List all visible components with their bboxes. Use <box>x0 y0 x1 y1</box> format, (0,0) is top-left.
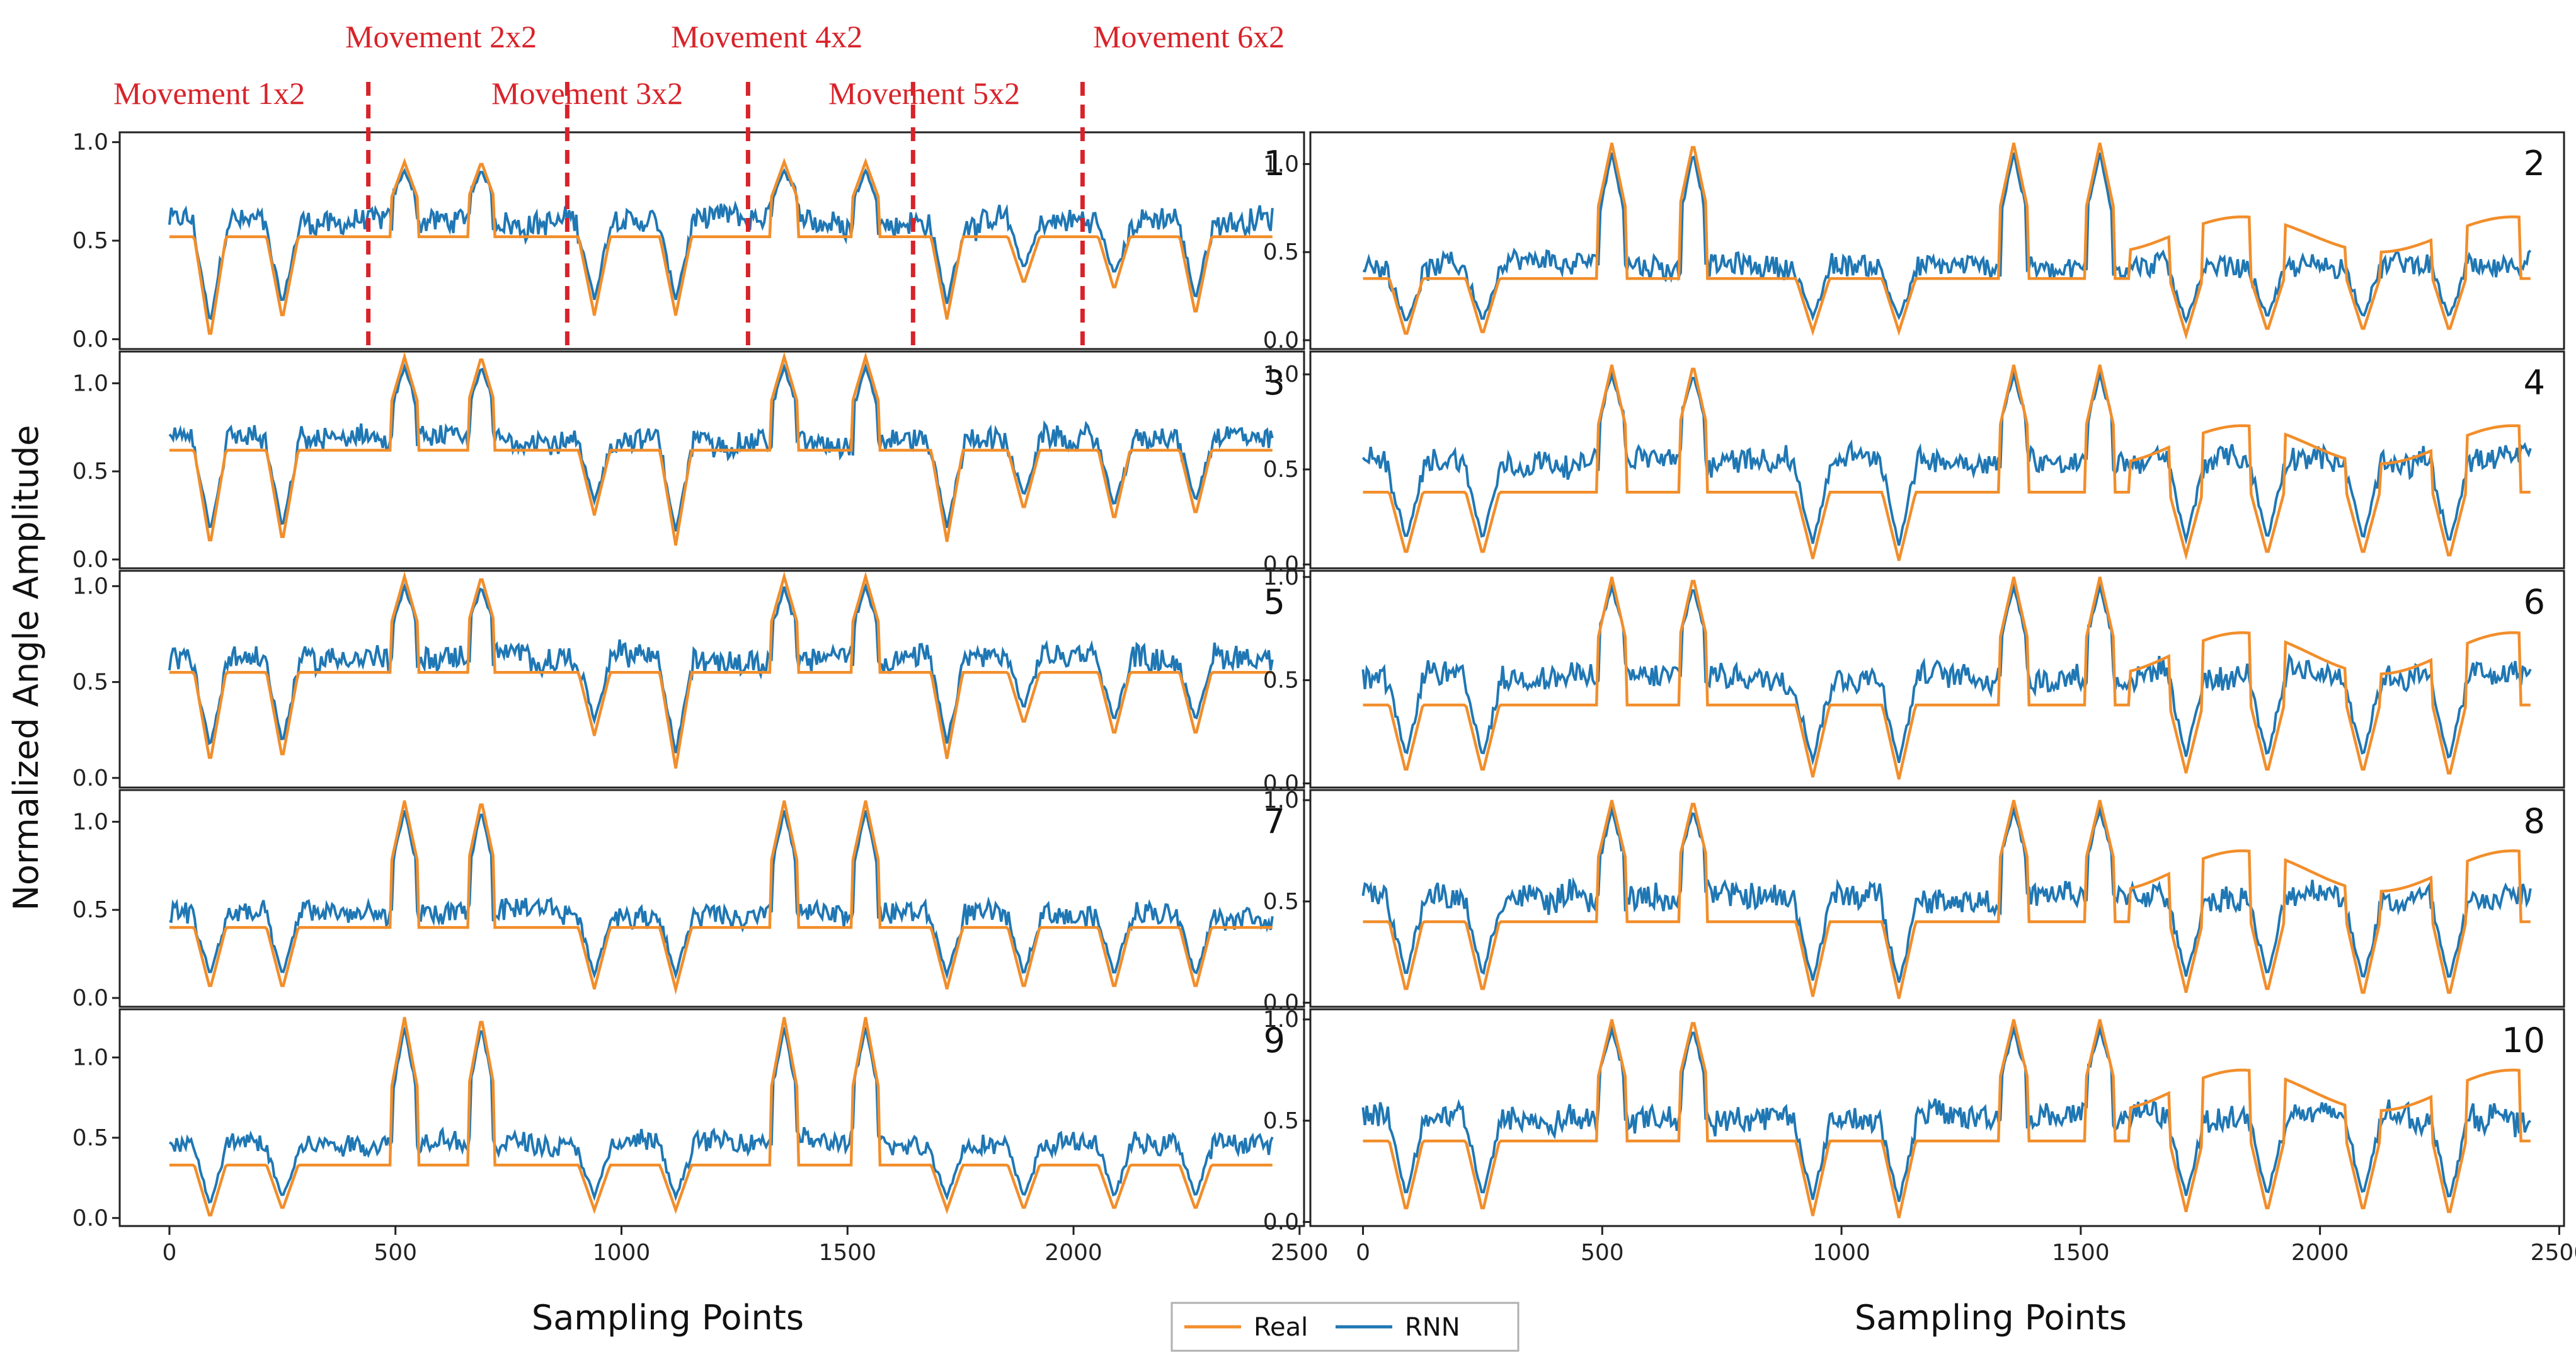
y-tick-label-3-0.5: 0.5 <box>72 459 108 484</box>
movement-label-5: Movement 5x2 <box>828 76 1020 111</box>
series-real-10 <box>1363 1019 2531 1218</box>
x-tick-label-9-1500: 1500 <box>818 1240 876 1266</box>
panel-frame-9 <box>118 1008 1305 1227</box>
y-tick-label-4-0.5: 0.5 <box>1263 457 1299 483</box>
y-tick-label-10-1: 1.0 <box>1263 1007 1299 1033</box>
y-tick-label-1-1: 1.0 <box>72 130 108 156</box>
series-real-9 <box>169 1017 1273 1217</box>
y-tick-label-3-0: 0.0 <box>72 547 108 573</box>
x-tick-label-10-2500: 2500 <box>2531 1240 2576 1266</box>
x-tick-label-9-2500: 2500 <box>1271 1240 1329 1266</box>
legend-real-label: Real <box>1254 1313 1308 1342</box>
x-tick-label-9-1000: 1000 <box>593 1240 651 1266</box>
y-tick-label-8-0.5: 0.5 <box>1263 889 1299 915</box>
series-rnn-1 <box>168 168 1274 321</box>
panel-frame-3 <box>118 350 1305 570</box>
panel-frame-2 <box>1309 131 2565 350</box>
y-tick-label-8-1: 1.0 <box>1263 788 1299 813</box>
legend-rnn-label: RNN <box>1405 1313 1460 1342</box>
y-tick-label-10-0: 0.0 <box>1263 1210 1299 1235</box>
panel-label-3: 3 <box>1264 363 1285 403</box>
series-rnn-5 <box>168 582 1274 754</box>
x-tick-label-9-500: 500 <box>374 1240 417 1266</box>
y-tick-label-6-1: 1.0 <box>1263 565 1299 590</box>
series-real-4 <box>1363 364 2531 561</box>
movement-label-6: Movement 6x2 <box>1093 19 1285 54</box>
panel-frame-10 <box>1309 1008 2565 1227</box>
panel-label-7: 7 <box>1264 801 1285 841</box>
movement-label-2: Movement 2x2 <box>345 19 537 54</box>
series-rnn-2 <box>1363 152 2532 324</box>
panels-layer: 0.00.51.010.00.51.0 20.00.51.0 30.00.51.0 4… <box>72 130 2576 1266</box>
series-real-8 <box>1363 799 2531 999</box>
y-tick-label-4-1: 1.0 <box>1263 362 1299 387</box>
series-real-3 <box>169 352 1273 546</box>
panel-label-9: 9 <box>1264 1021 1285 1060</box>
panel-frame-5 <box>118 570 1305 789</box>
movement-label-3: Movement 3x2 <box>491 76 683 111</box>
y-tick-label-9-0: 0.0 <box>72 1205 108 1231</box>
panel-label-4: 4 <box>2524 363 2545 403</box>
y-tick-label-5-0.5: 0.5 <box>72 670 108 696</box>
series-real-5 <box>169 571 1273 769</box>
series-rnn-6 <box>1361 582 2532 766</box>
series-rnn-9 <box>169 1027 1274 1204</box>
y-tick-label-7-1: 1.0 <box>72 809 108 835</box>
panel-frame-6 <box>1309 570 2565 789</box>
y-tick-label-5-1: 1.0 <box>72 573 108 599</box>
x-axis-title-left: Sampling Points <box>532 1298 804 1338</box>
series-real-1 <box>169 158 1273 335</box>
movement-label-4: Movement 4x2 <box>671 19 862 54</box>
y-tick-label-7-0.5: 0.5 <box>72 897 108 923</box>
series-rnn-4 <box>1361 370 2532 546</box>
panel-frame-7 <box>118 789 1305 1008</box>
x-tick-label-9-2000: 2000 <box>1045 1240 1102 1266</box>
y-tick-label-2-0.5: 0.5 <box>1263 239 1299 265</box>
panel-label-6: 6 <box>2524 582 2545 622</box>
y-tick-label-6-0.5: 0.5 <box>1263 668 1299 694</box>
series-rnn-7 <box>169 810 1274 980</box>
series-rnn-8 <box>1361 805 2532 983</box>
y-tick-label-2-1: 1.0 <box>1263 151 1299 177</box>
x-tick-label-9-0: 0 <box>162 1240 176 1266</box>
y-tick-label-1-0.5: 0.5 <box>72 228 108 254</box>
movement-label-1: Movement 1x2 <box>113 76 305 111</box>
panel-label-10: 10 <box>2502 1021 2545 1060</box>
series-rnn-3 <box>168 362 1274 532</box>
x-tick-label-10-1500: 1500 <box>2052 1240 2110 1266</box>
x-tick-label-10-1000: 1000 <box>1812 1240 1870 1266</box>
y-tick-label-5-0: 0.0 <box>72 765 108 791</box>
y-tick-label-9-0.5: 0.5 <box>72 1125 108 1151</box>
y-tick-label-2-0: 0.0 <box>1263 328 1299 353</box>
panel-frame-1 <box>118 131 1305 350</box>
series-real-2 <box>1363 142 2531 340</box>
y-tick-label-7-0: 0.0 <box>72 985 108 1011</box>
y-tick-label-1-0: 0.0 <box>72 326 108 352</box>
y-tick-label-10-0.5: 0.5 <box>1263 1108 1299 1134</box>
x-axis-title-right: Sampling Points <box>1855 1298 2127 1338</box>
y-tick-label-3-1: 1.0 <box>72 370 108 396</box>
panel-label-8: 8 <box>2524 801 2545 841</box>
series-rnn-10 <box>1361 1024 2531 1202</box>
y-axis-title: Normalized Angle Amplitude <box>6 425 46 911</box>
panel-label-2: 2 <box>2524 144 2545 183</box>
y-tick-label-9-1: 1.0 <box>72 1045 108 1070</box>
series-real-7 <box>169 800 1273 995</box>
movement-annotations: Movement 1x2 Movement 2x2 Movement 3x2 Move… <box>113 19 1285 349</box>
x-tick-label-10-500: 500 <box>1581 1240 1624 1266</box>
x-tick-label-10-2000: 2000 <box>2291 1240 2349 1266</box>
series-real-6 <box>1363 576 2531 780</box>
panel-label-1: 1 <box>1264 144 1285 183</box>
x-tick-label-10-0: 0 <box>1356 1240 1370 1266</box>
legend: Real RNN <box>1171 1302 1520 1352</box>
panel-label-5: 5 <box>1264 582 1285 622</box>
